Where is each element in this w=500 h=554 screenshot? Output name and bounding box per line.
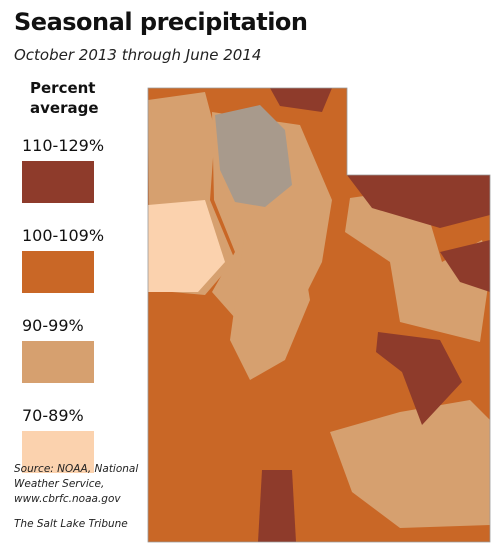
credit: The Salt Lake Tribune [14,518,128,530]
legend-label: 110-129% [22,136,105,155]
region [345,188,490,342]
source: Source: NOAA, National Weather Service, … [14,463,139,505]
legend-swatch [22,431,94,473]
legend-swatch [22,161,94,203]
region [440,240,490,292]
region [230,230,310,380]
legend-item: 90-99% [22,316,94,383]
legend-item: 110-129% [22,136,104,203]
lake [215,105,292,207]
legend-label: 70-89% [22,406,84,425]
subtitle: October 2013 through June 2014 [14,46,262,64]
region [258,470,296,542]
legend-label: 90-99% [22,316,84,335]
legend-title: Percent average [30,79,99,117]
region [330,400,490,528]
legend-label: 100-109% [22,226,105,245]
legend-swatch [22,341,94,383]
region [347,175,490,228]
region [270,88,332,112]
legend-swatch [22,251,94,293]
title: Seasonal precipitation [14,8,308,36]
legend-item: 70-89% [22,406,94,473]
legend-item: 100-109% [22,226,104,293]
region [148,200,225,292]
region [376,332,462,425]
state-outline [147,87,491,543]
